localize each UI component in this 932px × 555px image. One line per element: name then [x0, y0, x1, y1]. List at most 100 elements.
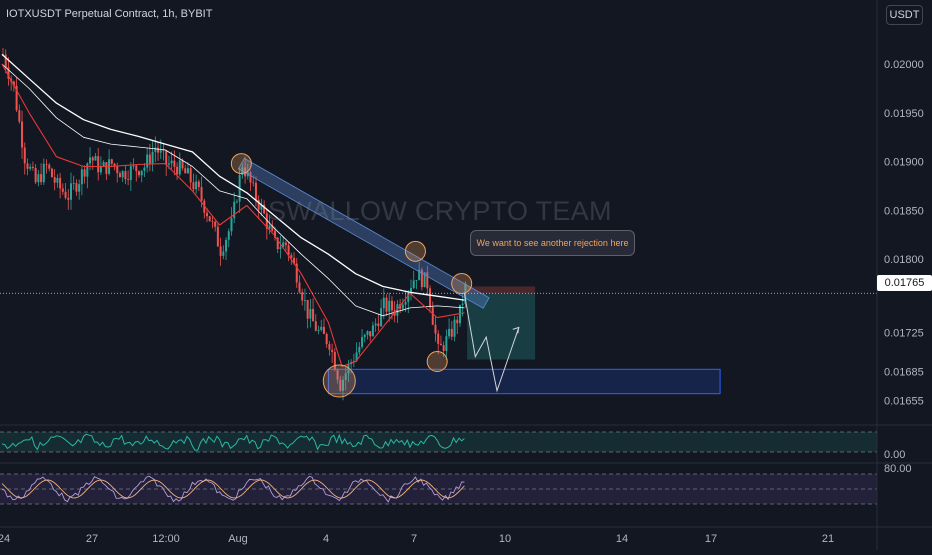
candle-body [102, 162, 105, 167]
time-tick-label: 24 [0, 533, 10, 545]
candle-body [157, 147, 160, 153]
currency-button[interactable]: USDT [886, 5, 923, 25]
candle-body [132, 165, 135, 167]
time-tick-label: 12:00 [152, 533, 180, 545]
candle-body [143, 167, 146, 171]
pivot-marker [230, 153, 252, 175]
candle-body [7, 67, 10, 79]
symbol-title[interactable]: IOTXUSDT Perpetual Contract, 1h, BYBIT [6, 8, 213, 20]
candle-body [197, 181, 200, 188]
rsi-tick-label: 0.00 [884, 449, 905, 461]
candle-body [268, 225, 271, 229]
candle-body [37, 174, 40, 183]
candle-body [167, 163, 170, 165]
candle-body [4, 54, 7, 68]
candle-body [437, 333, 440, 344]
candle-body [415, 280, 418, 281]
projected-path [463, 293, 520, 393]
candle-body [298, 282, 301, 293]
candle-body [429, 288, 432, 308]
candle-body [176, 166, 179, 175]
pivot-marker [426, 351, 448, 372]
candle-body [129, 166, 132, 181]
candle-body [116, 166, 119, 174]
candle-body [352, 360, 355, 363]
candle-body [45, 163, 48, 165]
candle-body [276, 237, 279, 249]
candle-body [361, 337, 364, 347]
candle-body [235, 201, 238, 203]
candle-body [219, 246, 222, 256]
candle-body [127, 179, 130, 181]
candle-body [382, 297, 385, 309]
candle-body [279, 247, 282, 249]
candle-body [26, 163, 29, 169]
time-tick-label: Aug [228, 533, 248, 545]
candle-body [355, 352, 358, 361]
candle-body [211, 221, 214, 222]
candle-body [170, 160, 173, 164]
candle-body [290, 255, 293, 258]
candle-body [412, 280, 415, 289]
candle-body [31, 166, 34, 168]
candle-body [189, 168, 192, 183]
candle-body [42, 163, 45, 183]
candle-body [322, 326, 325, 334]
candle-body [70, 183, 72, 200]
candle-body [282, 242, 285, 248]
candle-body [314, 321, 317, 331]
candle-body [140, 170, 143, 176]
candle-body [328, 344, 331, 350]
candle-body [331, 349, 334, 352]
position-stop-zone [467, 286, 536, 294]
candle-body [227, 231, 230, 240]
candle-body [325, 333, 328, 345]
candle-body [287, 245, 290, 256]
candle-body [86, 163, 89, 177]
price-tick-label: 0.01725 [884, 327, 924, 339]
candle-body [407, 292, 410, 302]
candle-body [363, 334, 366, 338]
price-tick-label: 0.01655 [884, 396, 924, 408]
candle-body [254, 182, 257, 200]
candle-body [371, 325, 374, 337]
candle-body [385, 297, 388, 312]
candle-body [333, 351, 336, 371]
candle-body [418, 269, 421, 281]
candle-body [97, 156, 100, 173]
descending-trendline [237, 157, 490, 309]
candle-body [244, 167, 247, 177]
candle-body [420, 269, 423, 288]
drawings-layer [0, 153, 877, 398]
price-tick-label: 0.01685 [884, 366, 924, 378]
annotation-callout[interactable]: We want to see another rejection here [470, 230, 635, 256]
rsi-pane [0, 431, 877, 453]
candle-body [208, 216, 211, 222]
watermark: SWALLOW CRYPTO TEAM [268, 196, 612, 226]
candle-body [388, 300, 391, 312]
candle-body [200, 187, 203, 201]
candle-body [61, 188, 64, 192]
candle-body [339, 379, 342, 391]
candle-body [162, 150, 165, 152]
candle-body [83, 169, 86, 177]
time-tick-label: 14 [616, 533, 628, 545]
candle-body [178, 160, 181, 175]
candle-body [151, 151, 154, 164]
pivot-marker [404, 240, 426, 262]
candle-body [434, 324, 437, 334]
time-tick-label: 21 [822, 533, 834, 545]
candle-body [15, 85, 18, 111]
candle-body [225, 239, 228, 252]
candle-body [369, 331, 372, 337]
price-tick-label: 0.01950 [884, 108, 924, 120]
candle-body [195, 181, 198, 190]
candle-body [23, 147, 26, 164]
candle-body [94, 156, 97, 161]
candle-body [135, 165, 138, 172]
candle-body [295, 263, 298, 283]
candle-body [40, 174, 43, 183]
candle-body [445, 336, 448, 351]
